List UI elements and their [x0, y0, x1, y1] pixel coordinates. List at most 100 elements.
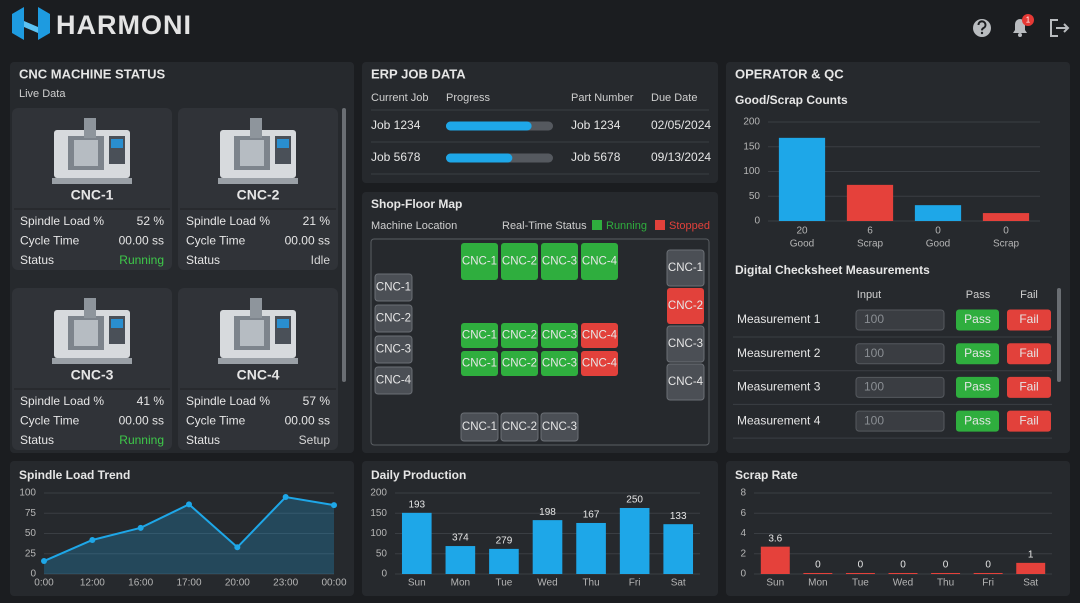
input-box[interactable] — [855, 309, 945, 331]
node-label: CNC-3 — [668, 338, 703, 350]
column-header: Fail — [1020, 289, 1038, 301]
machine-node[interactable] — [541, 243, 578, 280]
node-label: CNC-3 — [542, 330, 577, 342]
data-point — [186, 501, 192, 508]
machine-node[interactable] — [461, 243, 498, 280]
part-number: Job 1234 — [571, 118, 621, 132]
node-label: CNC-1 — [376, 282, 411, 294]
x-tick-label: 00:00 — [321, 578, 346, 589]
fail-button[interactable] — [1007, 376, 1051, 398]
data-point — [89, 536, 96, 543]
fail-button[interactable] — [1007, 309, 1051, 331]
field-value: 21 % — [303, 214, 331, 228]
machine-node[interactable] — [374, 366, 413, 395]
machine-node[interactable] — [581, 351, 618, 376]
bar-count: 279 — [496, 536, 513, 547]
machine-node[interactable] — [500, 412, 539, 442]
column-header: Pass — [966, 289, 991, 301]
map-label: Machine Location — [371, 220, 457, 232]
map-frame — [370, 238, 710, 446]
machine-card — [12, 288, 172, 450]
fail-button[interactable] — [1007, 343, 1051, 365]
scrollbar[interactable] — [1057, 288, 1061, 382]
bar — [619, 507, 650, 574]
input-box[interactable] — [855, 343, 945, 365]
input-box[interactable] — [855, 410, 945, 432]
machine-card — [178, 108, 338, 270]
input-value: 100 — [864, 413, 884, 427]
machine-node[interactable] — [541, 323, 578, 348]
scrollbar[interactable] — [342, 108, 346, 382]
machine-node[interactable] — [460, 412, 499, 442]
field-value: 00.00 ss — [285, 234, 330, 248]
button-label: Pass — [964, 380, 991, 394]
input-box[interactable] — [855, 376, 945, 398]
node-label: CNC-2 — [668, 300, 703, 312]
machine-name: CNC-2 — [237, 187, 280, 203]
machine-node[interactable] — [666, 249, 705, 287]
machine-icon — [277, 319, 289, 328]
field-value: 52 % — [137, 214, 165, 228]
machine-node[interactable] — [666, 325, 705, 363]
machine-node[interactable] — [374, 304, 413, 333]
machine-node[interactable] — [581, 323, 618, 348]
bar — [846, 184, 894, 221]
bar — [1016, 562, 1046, 574]
pass-button[interactable] — [956, 309, 999, 331]
machine-node[interactable] — [541, 351, 578, 376]
machine-node[interactable] — [501, 351, 538, 376]
bar — [778, 137, 826, 221]
machine-icon — [250, 298, 262, 318]
machine-node[interactable] — [461, 351, 498, 376]
machine-icon — [111, 319, 123, 328]
machine-node[interactable] — [667, 288, 704, 324]
node-label: CNC-2 — [376, 313, 411, 325]
machine-node[interactable] — [374, 335, 413, 364]
measurement-name: Measurement 3 — [737, 380, 821, 394]
field-label: Spindle Load % — [186, 214, 270, 228]
fail-button[interactable] — [1007, 410, 1051, 432]
machine-node[interactable] — [374, 273, 413, 302]
field-label: Status — [186, 253, 220, 267]
pass-button[interactable] — [956, 376, 999, 398]
machine-node[interactable] — [581, 243, 618, 280]
y-tick-label: 0 — [754, 216, 760, 227]
machine-node[interactable] — [501, 243, 538, 280]
brand: HARMONI — [56, 10, 192, 40]
field-value: Running — [119, 433, 164, 447]
y-tick-label: 0 — [381, 569, 387, 580]
legend-label: Stopped — [669, 220, 710, 232]
x-tick-label: Sun — [408, 578, 426, 589]
bar-count: 167 — [583, 510, 600, 521]
field-value: 00.00 ss — [119, 414, 164, 428]
machine-card — [178, 288, 338, 450]
x-tick-label: Mon — [808, 578, 827, 589]
input-value: 100 — [864, 312, 884, 326]
pass-button[interactable] — [956, 343, 999, 365]
node-label: CNC-4 — [376, 375, 412, 387]
field-label: Cycle Time — [186, 414, 246, 428]
button-label: Fail — [1019, 346, 1038, 360]
field-label: Status — [20, 253, 54, 267]
node-label: CNC-4 — [582, 358, 618, 370]
pass-button[interactable] — [956, 410, 999, 432]
node-label: CNC-3 — [542, 421, 577, 433]
help-icon[interactable] — [973, 19, 991, 37]
machine-node[interactable] — [666, 363, 705, 401]
machine-node[interactable] — [501, 323, 538, 348]
field-value: 00.00 ss — [285, 414, 330, 428]
panel-title: OPERATOR & QC — [735, 66, 844, 81]
chart-title: Spindle Load Trend — [19, 468, 130, 482]
machine-node[interactable] — [461, 323, 498, 348]
machine-node[interactable] — [540, 412, 579, 442]
legend-swatch — [592, 220, 602, 230]
logout-icon[interactable] — [1050, 19, 1070, 37]
y-tick-label: 0 — [740, 569, 746, 580]
notification-badge: 1 — [1026, 16, 1031, 25]
machine-icon — [52, 178, 132, 184]
y-tick-label: 4 — [740, 528, 746, 539]
bar-count: 6 — [867, 226, 873, 237]
notification-icon[interactable] — [1013, 14, 1034, 37]
y-tick-label: 0 — [30, 569, 36, 580]
x-tick-label: 12:00 — [80, 578, 105, 589]
